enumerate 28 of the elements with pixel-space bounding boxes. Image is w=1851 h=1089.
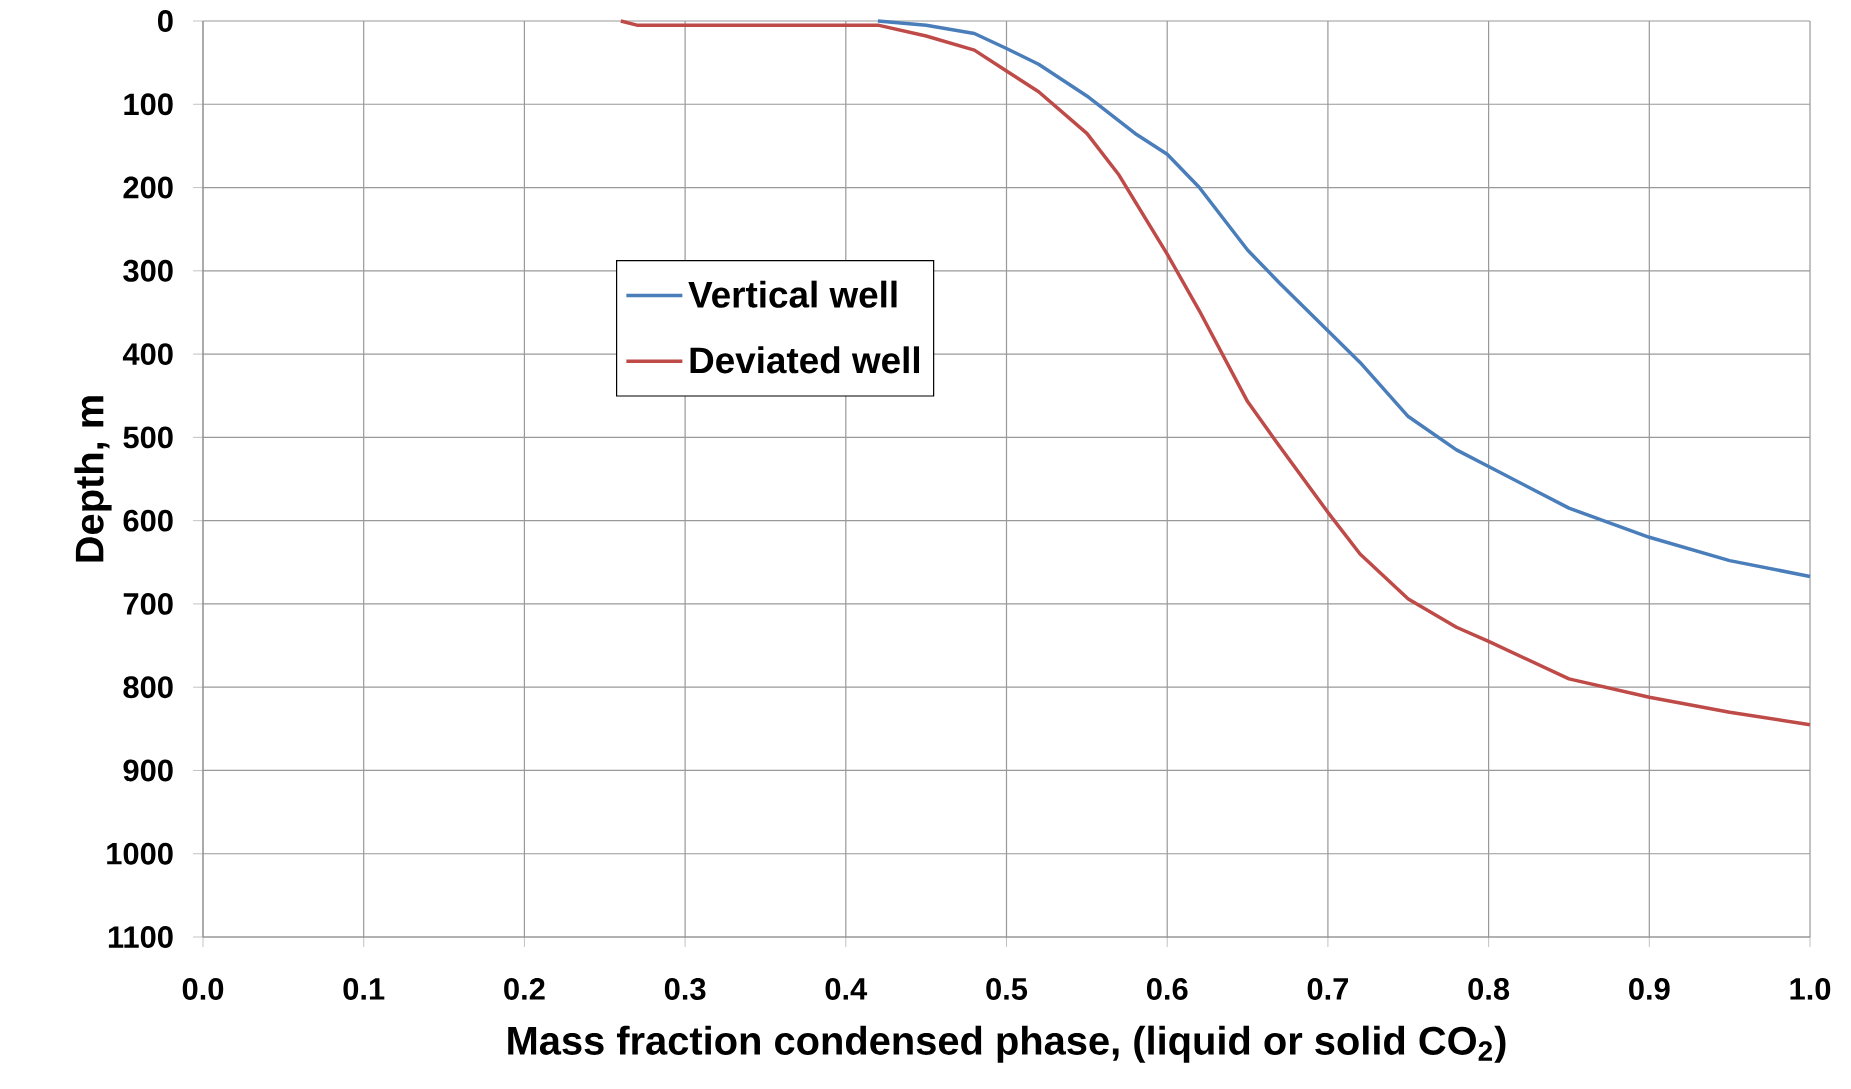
- x-tick-label: 1.0: [1790, 978, 1831, 1000]
- x-tick-label: 0.5: [986, 978, 1028, 1000]
- y-axis-title: Depth, m: [74, 396, 112, 562]
- legend-label: Deviated well: [690, 346, 919, 374]
- x-tick-label: 0.4: [825, 978, 868, 1000]
- y-tick-label: 600: [123, 509, 173, 532]
- y-tick-label: 100: [124, 93, 173, 116]
- x-tick-label: 0.3: [664, 978, 706, 1000]
- y-tick-label: 1000: [107, 842, 173, 865]
- y-tick-label: 800: [123, 676, 173, 699]
- x-tick-label: 0.8: [1468, 978, 1510, 1000]
- y-tick-label: 900: [123, 759, 173, 782]
- y-tick-label: 700: [123, 592, 173, 615]
- x-tick-label: 0.2: [504, 978, 545, 1000]
- y-tick-label: 200: [123, 176, 173, 199]
- x-tick-label: 0.9: [1629, 978, 1670, 1000]
- y-tick-label: 300: [123, 259, 173, 282]
- y-tick-label: 400: [122, 343, 173, 366]
- y-tick-label: 0: [158, 10, 173, 32]
- x-tick-label: 0.0: [182, 978, 224, 1000]
- x-tick-label: 0.7: [1307, 978, 1349, 1000]
- legend-label: Vertical well: [688, 280, 897, 308]
- x-tick-label: 0.1: [343, 978, 385, 1000]
- line-series: [619, 19, 1812, 727]
- x-tick-label: 0.6: [1146, 978, 1188, 1000]
- x-axis-title: Mass fraction condensed phase, (liquid or solid CO$_{2}$): [508, 1025, 1506, 1063]
- y-tick-label: 500: [123, 426, 173, 449]
- y-tick-label: 1100: [108, 926, 173, 948]
